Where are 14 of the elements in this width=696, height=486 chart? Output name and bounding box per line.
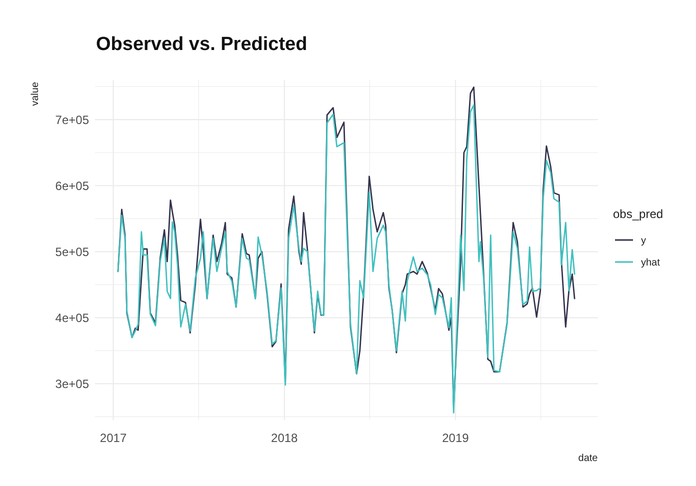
y-tick-label: 5e+05 [55, 244, 90, 259]
y-tick-label: 7e+05 [55, 112, 90, 127]
y-tick-label: 3e+05 [55, 376, 90, 391]
legend-title: obs_pred [613, 207, 664, 221]
x-tick-label: 2019 [442, 431, 470, 445]
legend-label: y [641, 236, 646, 246]
x-tick-label: 2018 [271, 431, 298, 445]
legend-label: yhat [641, 258, 660, 268]
x-axis-title: date [578, 453, 598, 464]
x-tick-label: 2017 [100, 431, 127, 445]
y-tick-label: 6e+05 [55, 178, 90, 193]
y-tick-label: 4e+05 [55, 310, 90, 325]
chart-title: Observed vs. Predicted [96, 34, 308, 55]
y-axis-title: value [30, 82, 41, 106]
